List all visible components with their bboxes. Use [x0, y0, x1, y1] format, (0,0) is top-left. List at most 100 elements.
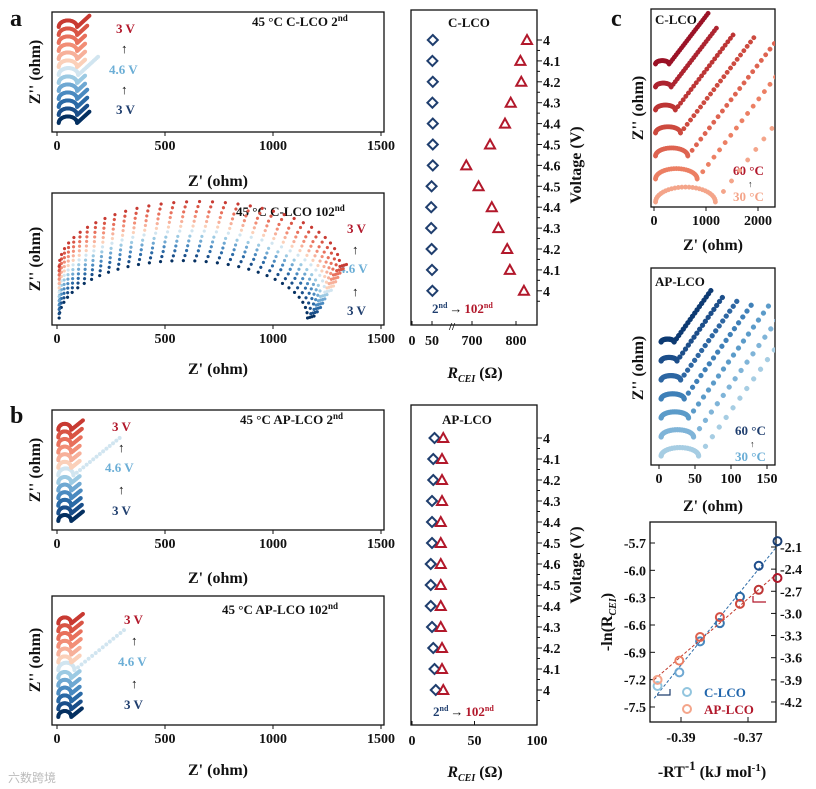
- data-point: [104, 446, 109, 451]
- y-tick-label-voltage: 4.4: [543, 600, 561, 615]
- data-point-c-lco: [652, 681, 663, 692]
- nyquist-series: [57, 253, 319, 316]
- data-point: [711, 306, 717, 313]
- y-tick-label-voltage: 4.1: [543, 55, 561, 70]
- c-mid-annotations: 60 °C ↑ 30 °C: [735, 423, 766, 464]
- data-point: [751, 35, 757, 41]
- x-tick-label: 1000: [259, 332, 287, 347]
- data-point: [691, 83, 697, 89]
- data-point: [311, 258, 315, 262]
- diamond-marker: [426, 117, 440, 131]
- data-point: [100, 245, 105, 249]
- data-point: [154, 226, 159, 231]
- data-point: [715, 349, 721, 355]
- data-point: [760, 310, 767, 316]
- data-point: [85, 95, 90, 100]
- y-tick-label-voltage: 4.5: [543, 139, 561, 154]
- data-point: [739, 118, 745, 124]
- data-point: [77, 253, 81, 257]
- data-point: [83, 33, 88, 38]
- data-point: [78, 637, 83, 642]
- data-point: [299, 263, 303, 267]
- data-point: [684, 121, 690, 127]
- data-point: [77, 458, 82, 464]
- data-point: [724, 102, 730, 108]
- data-point: [202, 229, 206, 233]
- y-tick-label-voltage: 4.2: [543, 642, 561, 657]
- data-point: [169, 211, 173, 215]
- data-point: [315, 249, 319, 253]
- data-point: [698, 104, 703, 110]
- data-point: [236, 202, 240, 206]
- data-point: [722, 42, 728, 48]
- data-point: [699, 322, 706, 328]
- data-point: [66, 245, 71, 250]
- data-point: [716, 323, 722, 329]
- b-top-xlabel: Z' (ohm): [188, 570, 248, 587]
- data-point: [234, 207, 238, 211]
- data-point: [685, 415, 692, 421]
- data-point: [206, 254, 210, 259]
- data-point: [308, 306, 312, 310]
- nyquist-series: [658, 294, 726, 364]
- data-point: [720, 318, 726, 324]
- data-point: [146, 209, 150, 213]
- data-point: [77, 676, 82, 682]
- nyquist-series: [56, 49, 88, 62]
- data-point: [314, 288, 318, 292]
- x-tick-label: 0: [54, 332, 61, 347]
- data-point: [779, 338, 784, 343]
- nyquist-series: [658, 303, 772, 421]
- data-point-c-lco: [674, 667, 685, 678]
- data-point: [78, 435, 83, 440]
- data-point: [147, 261, 152, 265]
- data-point: [102, 221, 107, 225]
- data-point: [704, 95, 710, 101]
- diamond-marker: [429, 683, 443, 697]
- nyquist-series: [56, 676, 82, 688]
- data-point: [320, 240, 324, 244]
- data-point: [109, 246, 113, 250]
- data-point: [283, 235, 287, 240]
- data-point: [57, 316, 61, 320]
- data-point: [204, 259, 208, 264]
- data-point: [186, 244, 190, 248]
- data-point: [702, 342, 708, 349]
- y-tick-label-right: -3.9: [780, 674, 802, 689]
- data-point: [681, 126, 687, 132]
- data-point: [150, 251, 154, 255]
- legend-label-c-lco: C-LCO: [704, 685, 746, 700]
- b-top-annotations: 3 V ↑ 4.6 V ↑ 3 V: [105, 419, 134, 518]
- data-point-ap-lco: [695, 632, 706, 643]
- data-point: [256, 270, 260, 274]
- data-point: [272, 259, 276, 263]
- data-point: [696, 76, 702, 82]
- data-point: [228, 226, 232, 231]
- data-point: [717, 49, 723, 55]
- nyquist-series: [56, 23, 90, 38]
- diamond-marker: [425, 494, 439, 508]
- c-mid-frame: [650, 267, 776, 466]
- data-point: [730, 32, 736, 38]
- data-point: [76, 267, 81, 271]
- data-point: [83, 263, 87, 267]
- b-right-xlabel: RCEI (Ω): [446, 764, 502, 784]
- data-point: [322, 284, 326, 289]
- data-point: [183, 205, 187, 209]
- data-point: [283, 277, 288, 281]
- data-point: [103, 216, 107, 221]
- data-point: [118, 252, 122, 257]
- data-point: [730, 303, 736, 309]
- panel-label-b: b: [10, 403, 23, 429]
- data-point: [97, 451, 102, 457]
- data-point: [85, 87, 90, 92]
- data-point: [129, 245, 133, 249]
- data-point: [229, 221, 233, 226]
- data-point: [704, 66, 710, 72]
- data-point: [337, 258, 342, 263]
- data-point: [307, 249, 311, 253]
- data-point: [335, 252, 340, 257]
- data-point: [83, 73, 88, 78]
- data-point: [80, 509, 85, 514]
